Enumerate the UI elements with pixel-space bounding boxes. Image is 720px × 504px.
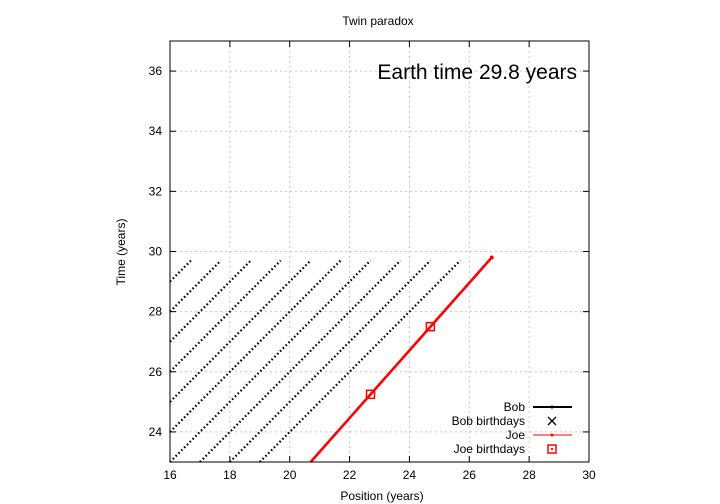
legend-joe-birthday-square-center (551, 448, 553, 450)
legend-joe-birthday-square-icon (547, 444, 557, 454)
bob-worldline-segment (169, 259, 222, 313)
y-tick-label: 34 (149, 124, 163, 138)
x-tick-label: 22 (343, 468, 357, 482)
bob-worldline-segment (229, 259, 432, 463)
legend: Bob Bob birthdays Joe Joe birthdays (452, 400, 572, 456)
legend-bob-birthday-cross-icon (547, 416, 557, 426)
bob-worldline-segment (169, 259, 252, 343)
y-tick-label: 30 (149, 245, 163, 259)
y-tick-label: 24 (149, 425, 163, 439)
joe-birthday-markers (365, 321, 436, 400)
joe-birthday-marker (425, 321, 436, 332)
grid (170, 41, 589, 462)
y-tick-label: 32 (149, 184, 163, 198)
legend-bob-dot (550, 405, 554, 409)
bob-worldline-segment (199, 259, 402, 463)
x-tick-label: 28 (522, 468, 536, 482)
joe-worldline (309, 255, 494, 463)
joe-birthday-marker-center (429, 325, 432, 328)
y-axis-ticks: 24 26 28 30 32 34 36 (149, 64, 589, 439)
y-tick-label: 26 (149, 365, 163, 379)
x-tick-label: 24 (403, 468, 417, 482)
x-tick-label: 26 (463, 468, 477, 482)
x-tick-label: 20 (283, 468, 297, 482)
bob-worldline-segment (169, 259, 342, 433)
joe-birthday-marker (365, 389, 376, 400)
x-axis-label: Position (years) (340, 489, 423, 503)
legend-joe-dot (550, 433, 554, 437)
bob-worldline-segment (169, 259, 192, 283)
y-tick-label: 28 (149, 305, 163, 319)
joe-worldline-end-dot (489, 255, 494, 260)
x-tick-label: 30 (582, 468, 596, 482)
bob-worldline-segment (169, 259, 312, 403)
joe-worldline-segment (309, 256, 493, 463)
x-tick-label: 18 (223, 468, 237, 482)
legend-joe-birthdays-label: Joe birthdays (454, 442, 525, 456)
chart-title: Twin paradox (342, 14, 413, 28)
legend-joe-label: Joe (506, 428, 526, 442)
x-axis-ticks: 16 18 20 22 24 26 28 30 (163, 41, 596, 482)
bob-worldline-segment (259, 259, 462, 463)
bob-worldline-segment (169, 259, 372, 463)
bob-worldlines (169, 259, 462, 463)
legend-bob-birthdays-label: Bob birthdays (452, 414, 525, 428)
bob-worldline-segment (169, 259, 282, 373)
x-tick-label: 16 (163, 468, 177, 482)
y-tick-label: 36 (149, 64, 163, 78)
legend-bob-label: Bob (504, 400, 526, 414)
y-axis-label: Time (years) (114, 219, 128, 286)
joe-birthday-marker-center (369, 393, 372, 396)
earth-time-annotation: Earth time 29.8 years (377, 61, 577, 84)
